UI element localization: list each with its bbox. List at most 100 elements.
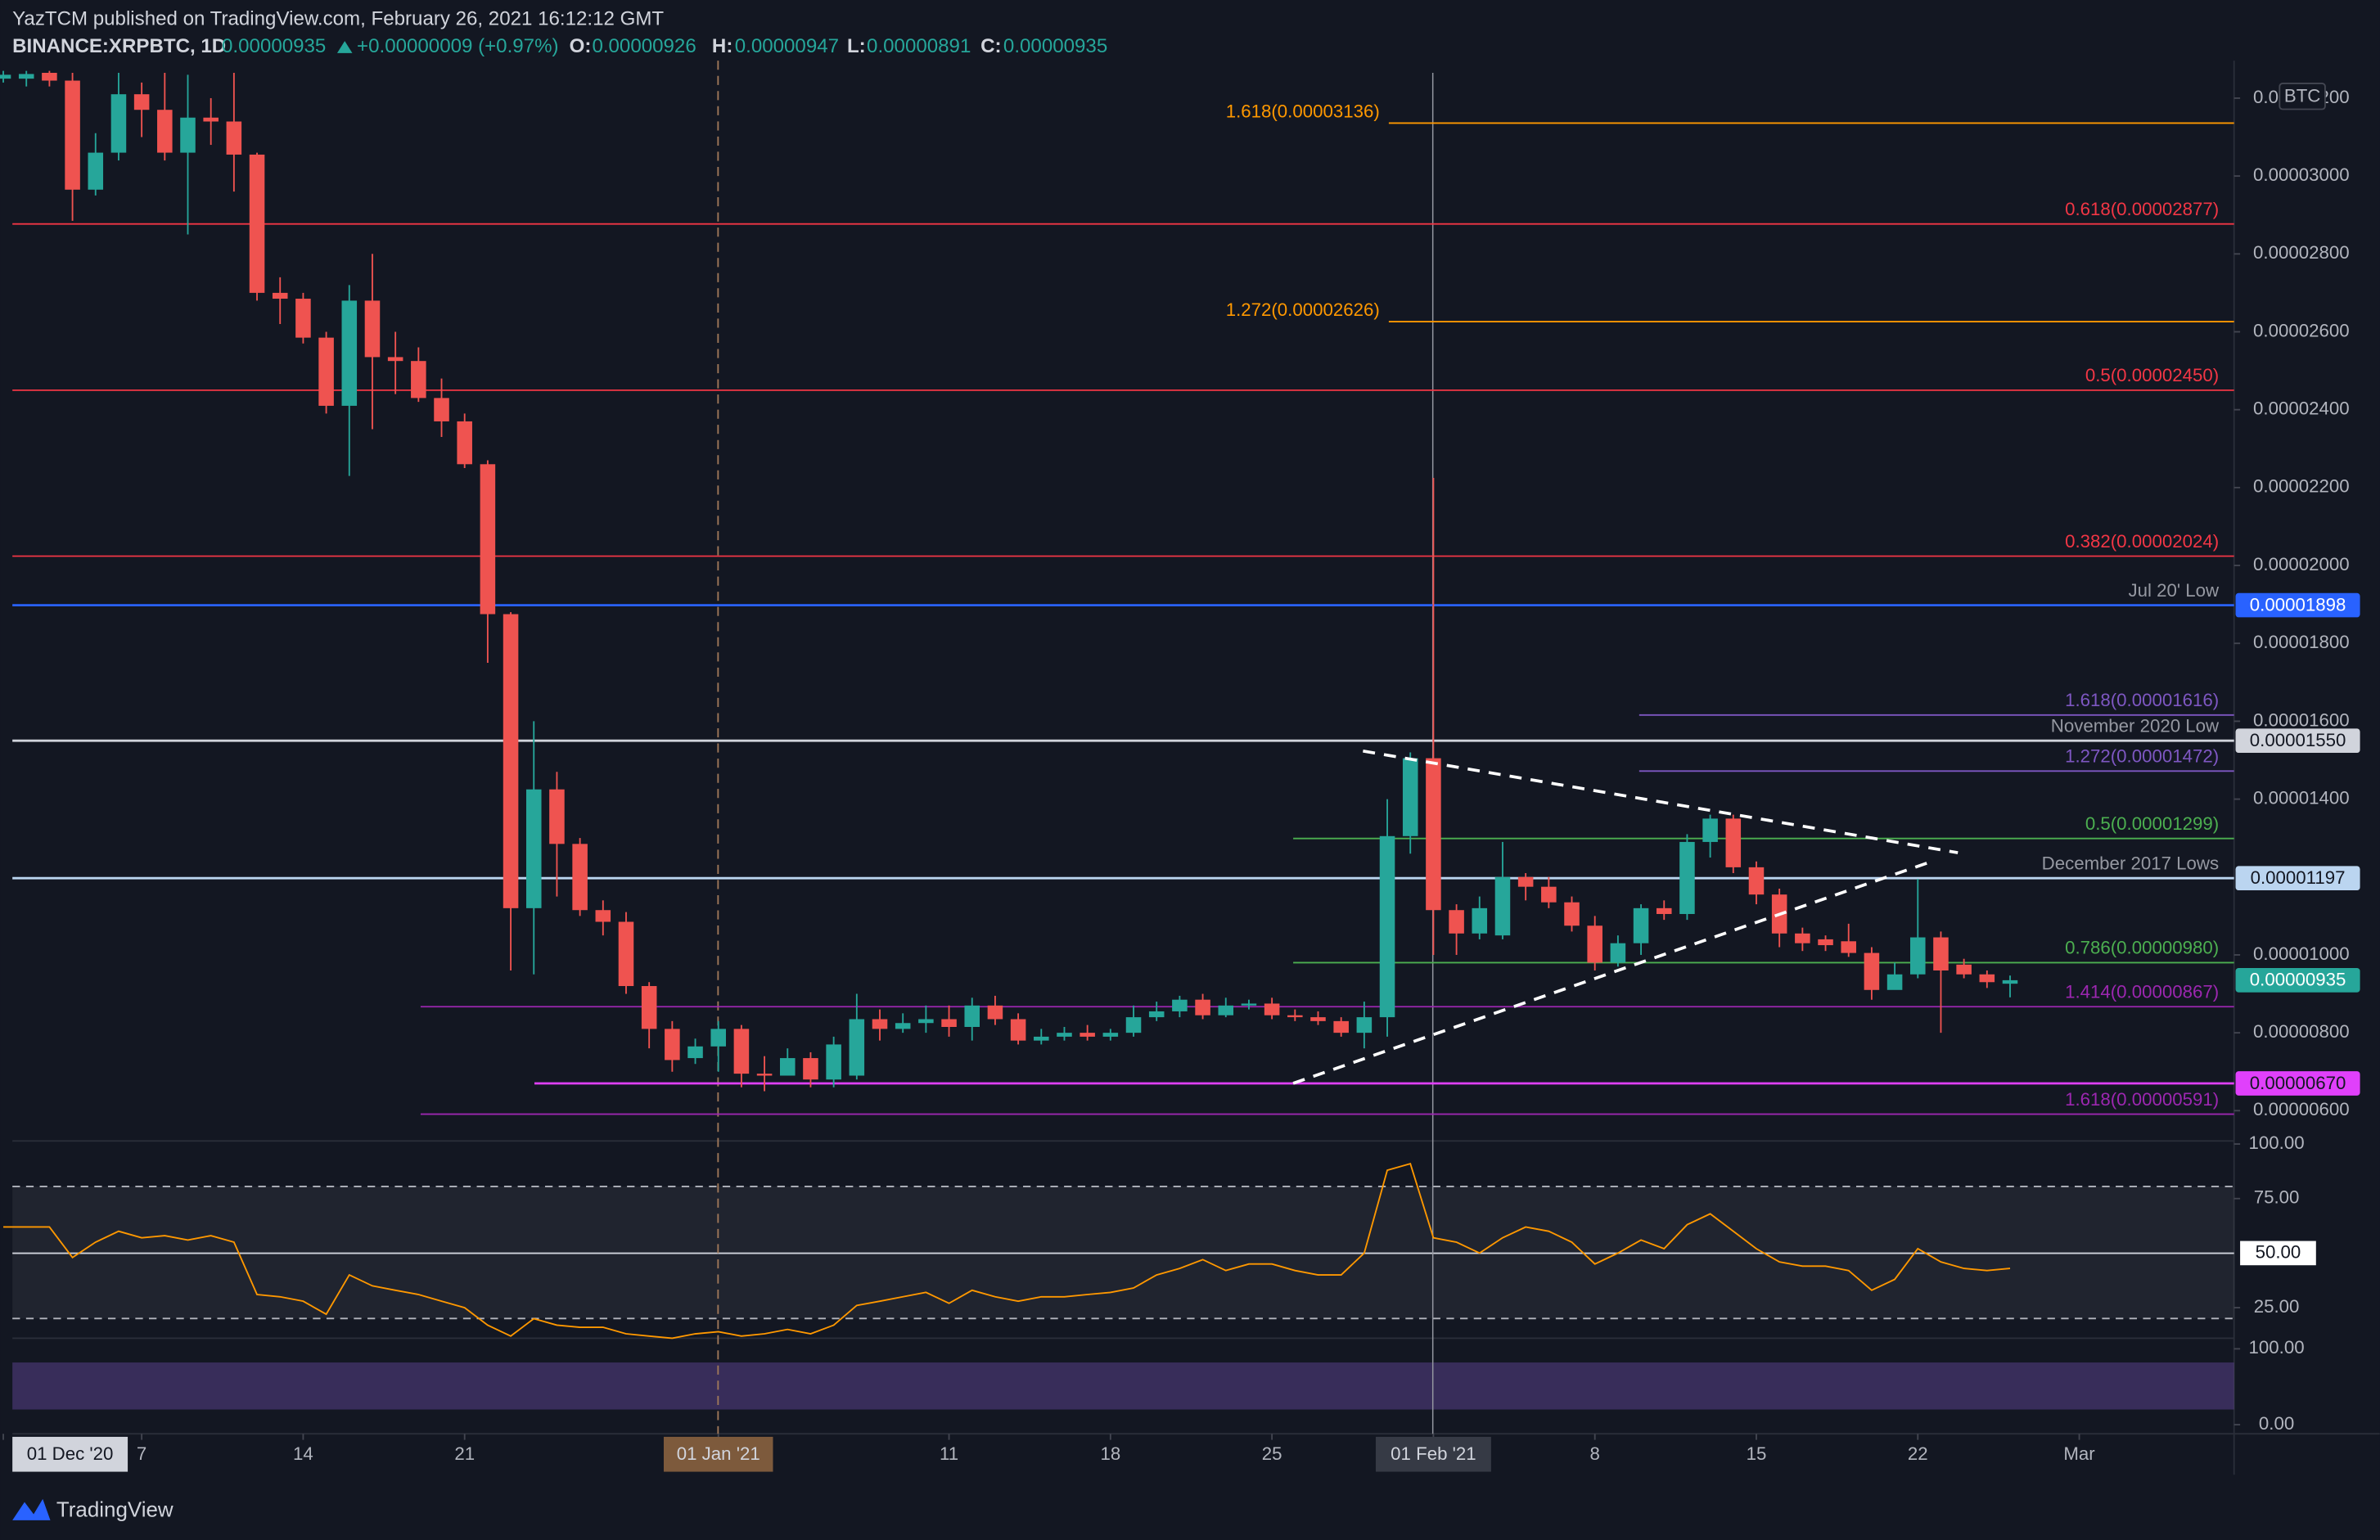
candle-body xyxy=(1979,974,1995,983)
stoch-band xyxy=(12,1362,2234,1410)
rsi-tick-label: 25.00 xyxy=(2254,1296,2300,1317)
candle-body xyxy=(964,1005,980,1028)
candle-body xyxy=(387,357,403,362)
y-tick-label: 0.00002000 xyxy=(2253,554,2350,574)
candle-body xyxy=(272,292,288,299)
candle-body xyxy=(1517,876,1534,887)
candle-body xyxy=(710,1029,726,1047)
x-tick-label: 8 xyxy=(1590,1443,1600,1464)
x-tick-label: 7 xyxy=(137,1443,146,1464)
candle-body xyxy=(1679,841,1695,914)
y-tick-label: 0.00002200 xyxy=(2253,476,2350,497)
candle-body xyxy=(434,398,449,421)
candle-body xyxy=(1426,758,1441,911)
candle-body xyxy=(872,1019,888,1029)
brand-logo xyxy=(12,1498,51,1520)
candle-body xyxy=(203,117,219,122)
candle-body xyxy=(480,464,496,615)
candle-body xyxy=(1933,937,1949,970)
ohlc-value: 0.00000947 xyxy=(735,35,839,57)
ohlc-label: C: xyxy=(980,35,1001,57)
candle-body xyxy=(1656,907,1672,914)
candle-body xyxy=(1034,1036,1049,1041)
x-tick-label: 15 xyxy=(1747,1443,1767,1464)
candle-body xyxy=(1818,939,1833,946)
candle-body xyxy=(1287,1015,1303,1018)
axes: 0.000032000.000030000.000028000.00002600… xyxy=(2,87,2360,1472)
candle-body xyxy=(341,300,358,406)
level-label: December 2017 Lows xyxy=(2042,853,2219,873)
candle-body xyxy=(1864,952,1880,990)
candle-body xyxy=(618,921,634,987)
candle-body xyxy=(249,154,265,293)
candle-body xyxy=(779,1058,796,1076)
candle-body xyxy=(133,94,150,110)
symbol: BINANCE:XRPBTC, 1D xyxy=(12,35,226,57)
price-tag-label: 0.00001197 xyxy=(2251,867,2346,888)
candle-body xyxy=(318,337,334,406)
candle-body xyxy=(1080,1033,1095,1037)
x-tick-box xyxy=(663,1436,773,1472)
ohlc-label: O: xyxy=(570,35,592,57)
y-tick-label: 0.00001000 xyxy=(2253,943,2350,964)
publish-info: YazTCM published on TradingView.com, Feb… xyxy=(12,7,664,29)
ohlc-value: 0.00000926 xyxy=(592,35,696,57)
candle-body xyxy=(595,910,611,922)
candle-body xyxy=(18,74,34,79)
candle-body xyxy=(572,844,588,911)
stoch-tick-label: 0.00 xyxy=(2259,1413,2294,1434)
x-tick-box xyxy=(1375,1436,1491,1472)
rsi-line xyxy=(3,1163,2011,1340)
ohlc-label: H: xyxy=(712,35,732,57)
rsi-value-box xyxy=(2240,1241,2316,1266)
x-tick-label: Mar xyxy=(2063,1443,2095,1464)
candle-body xyxy=(1956,964,1972,975)
candle-body xyxy=(849,1019,865,1076)
price-tag-label: 0.00000670 xyxy=(2250,1073,2346,1093)
candle-body xyxy=(1795,933,1810,943)
currency-box xyxy=(2279,83,2326,110)
price-tag-label: 0.00000935 xyxy=(2250,970,2346,990)
level-label: 0.786(0.00000980) xyxy=(2065,938,2219,958)
rsi-tick-label: 50.00 xyxy=(2256,1241,2301,1262)
level-label: 1.618(0.00000591) xyxy=(2065,1089,2219,1110)
price-tag-label: 0.00001550 xyxy=(2250,730,2346,750)
price-tag xyxy=(2235,866,2360,891)
candle-body xyxy=(1748,867,1765,895)
candle-body xyxy=(42,73,57,81)
price-tag xyxy=(2235,1071,2360,1096)
candle-body xyxy=(1356,1017,1373,1033)
candle-body xyxy=(1702,818,1718,842)
level-label: 1.272(0.00002626) xyxy=(1226,299,1380,320)
candle-body xyxy=(987,1005,1003,1020)
candle-body xyxy=(1379,835,1395,1018)
candle-body xyxy=(157,110,173,153)
candle-body xyxy=(826,1044,841,1080)
trendline xyxy=(1292,858,1936,1085)
candle-body xyxy=(2002,979,2018,984)
x-tick-label: 25 xyxy=(1262,1443,1282,1464)
price-tag-label: 0.00001898 xyxy=(2250,594,2346,615)
candle-body xyxy=(1841,941,1856,953)
last-price: 0.00000935 xyxy=(222,35,326,57)
candle-body xyxy=(1886,974,1903,990)
candle-body xyxy=(895,1023,911,1029)
candle-body xyxy=(88,152,104,190)
candle-body xyxy=(1472,907,1488,934)
candle-body xyxy=(1402,758,1418,836)
up-arrow xyxy=(336,41,353,53)
candle-body xyxy=(1102,1033,1119,1037)
candle-body xyxy=(1541,886,1557,903)
x-tick-label: 11 xyxy=(940,1443,958,1464)
x-tick-box xyxy=(12,1436,128,1472)
candle-body xyxy=(1241,1003,1257,1006)
candle-body xyxy=(0,74,11,79)
price-tag xyxy=(2235,728,2360,754)
x-tick-label: 22 xyxy=(1908,1443,1928,1464)
candle-body xyxy=(1264,1003,1280,1015)
y-tick-label: 0.00002400 xyxy=(2253,399,2350,419)
rsi-tick-label: 75.00 xyxy=(2254,1187,2300,1208)
